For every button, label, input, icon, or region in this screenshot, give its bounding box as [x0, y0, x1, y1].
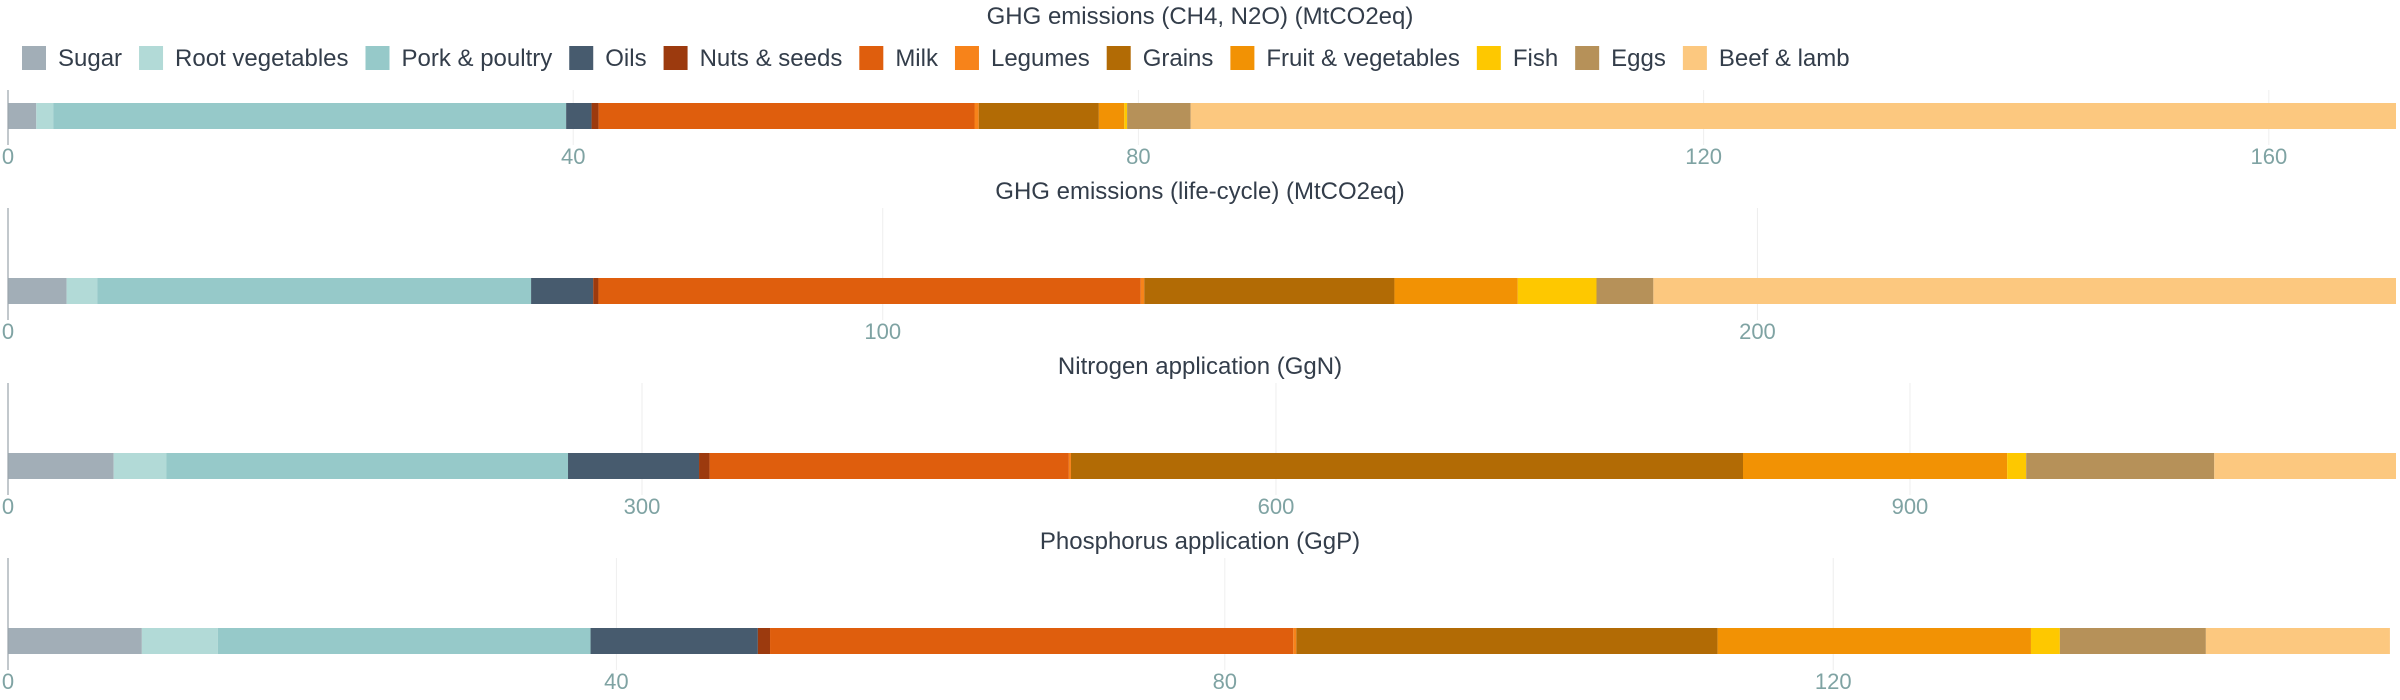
- bar-segment-nuts-and-seeds: [757, 628, 771, 654]
- bar-segment-grains: [978, 103, 1099, 129]
- bar-segment-oils: [566, 103, 592, 129]
- tick-label: 40: [604, 669, 628, 694]
- legend-swatch-beef-and-lamb: [1682, 46, 1707, 70]
- tick-label: 0: [2, 144, 14, 169]
- bar-segment-root-vegetables: [141, 628, 218, 654]
- bar-segment-sugar: [8, 628, 142, 654]
- bar-segment-legumes: [1140, 278, 1145, 304]
- bar-segment-eggs: [2026, 453, 2215, 479]
- legend-label-grains: Grains: [1143, 45, 1214, 72]
- legend-label-legumes: Legumes: [991, 45, 1090, 72]
- bar-segment-pork-and-poultry: [97, 278, 532, 304]
- bar-segment-nuts-and-seeds: [591, 103, 599, 129]
- bar-segment-legumes: [974, 103, 979, 129]
- tick-label: 80: [1213, 669, 1237, 694]
- bar-segment-fruit-and-vegetables: [1742, 453, 2008, 479]
- bar-segment-oils: [568, 453, 700, 479]
- bar-segment-oils: [531, 278, 594, 304]
- legend-label-root-vegetables: Root vegetables: [175, 45, 348, 72]
- tick-label: 600: [1258, 494, 1295, 519]
- bar-segment-nuts-and-seeds: [699, 453, 710, 479]
- bar-segment-fruit-and-vegetables: [1394, 278, 1518, 304]
- bar-segment-oils: [590, 628, 758, 654]
- tick-label: 900: [1892, 494, 1929, 519]
- legend: Sugar Root vegetables Pork & poultry Oils Nu…: [22, 45, 1850, 72]
- legend-label-nuts-and-seeds: Nuts & seeds: [700, 45, 843, 72]
- panel-title: Phosphorus application (GgP): [1040, 528, 1360, 555]
- bar-segment-legumes: [1068, 453, 1071, 479]
- legend-label-beef-and-lamb: Beef & lamb: [1719, 45, 1850, 72]
- bar-segment-root-vegetables: [113, 453, 167, 479]
- legend-label-fish: Fish: [1513, 45, 1558, 72]
- bar-segment-fish: [2007, 453, 2027, 479]
- panel-title: GHG emissions (life-cycle) (MtCO2eq): [995, 178, 1404, 205]
- legend-label-oils: Oils: [605, 45, 646, 72]
- bar-segment-root-vegetables: [66, 278, 98, 304]
- bar-segment-fish: [1124, 103, 1128, 129]
- legend-swatch-root-vegetables: [139, 46, 164, 70]
- bar-segment-fish: [2030, 628, 2060, 654]
- legend-swatch-pork-and-poultry: [365, 46, 390, 70]
- bar-segment-grains: [1296, 628, 1718, 654]
- legend-label-eggs: Eggs: [1611, 45, 1666, 72]
- tick-label: 160: [2250, 144, 2287, 169]
- bar-segment-eggs: [2059, 628, 2206, 654]
- legend-swatch-sugar: [22, 46, 46, 70]
- bar-segment-grains: [1144, 278, 1395, 304]
- panel-3: Nitrogen application (GgN) 0 300 600 900: [2, 353, 2396, 519]
- legend-swatch-oils: [569, 46, 594, 70]
- bar-segment-beef-and-lamb: [2214, 453, 2396, 479]
- bar-segment-nuts-and-seeds: [593, 278, 599, 304]
- bar-segment-fish: [1517, 278, 1597, 304]
- bar-segment-legumes: [1293, 628, 1297, 654]
- legend-swatch-eggs: [1575, 46, 1600, 70]
- legend-swatch-milk: [859, 46, 884, 70]
- bar-segment-root-vegetables: [36, 103, 54, 129]
- legend-swatch-fruit-and-vegetables: [1230, 46, 1255, 70]
- legend-label-fruit-and-vegetables: Fruit & vegetables: [1266, 45, 1459, 72]
- panel-title: Nitrogen application (GgN): [1058, 353, 1342, 380]
- bar-segment-milk: [598, 278, 1141, 304]
- bar-segment-milk: [770, 628, 1294, 654]
- bar-segment-sugar: [8, 453, 114, 479]
- bar-segment-pork-and-poultry: [166, 453, 569, 479]
- panel-1: GHG emissions (CH4, N2O) (MtCO2eq) 0 40 80 1…: [2, 3, 2396, 169]
- bar-segment-beef-and-lamb: [1653, 278, 2396, 304]
- bar-segment-beef-and-lamb: [1190, 103, 2396, 129]
- panel-4: Phosphorus application (GgP) 0 40 80 120: [2, 528, 2390, 694]
- tick-label: 300: [624, 494, 661, 519]
- bar-segment-sugar: [8, 278, 67, 304]
- bar-segment-milk: [598, 103, 975, 129]
- chart-panels: GHG emissions (CH4, N2O) (MtCO2eq) 0 40 80 1…: [2, 3, 2396, 694]
- bar-segment-fruit-and-vegetables: [1717, 628, 2031, 654]
- bar-segment-eggs: [1596, 278, 1654, 304]
- legend-swatch-legumes: [954, 46, 979, 70]
- bar-segment-fruit-and-vegetables: [1098, 103, 1125, 129]
- bar-segment-sugar: [8, 103, 37, 129]
- legend-swatch-fish: [1476, 46, 1501, 70]
- tick-label: 40: [561, 144, 585, 169]
- panel-title: GHG emissions (CH4, N2O) (MtCO2eq): [987, 3, 1414, 30]
- bar-segment-pork-and-poultry: [53, 103, 567, 129]
- tick-label: 200: [1739, 319, 1776, 344]
- legend-swatch-grains: [1106, 46, 1131, 70]
- bar-segment-beef-and-lamb: [2205, 628, 2390, 654]
- legend-swatch-nuts-and-seeds: [663, 46, 688, 70]
- tick-label: 80: [1126, 144, 1150, 169]
- legend-label-sugar: Sugar: [58, 45, 122, 72]
- bar-segment-pork-and-poultry: [217, 628, 591, 654]
- bar-segment-eggs: [1127, 103, 1191, 129]
- tick-label: 120: [1685, 144, 1722, 169]
- tick-label: 0: [2, 494, 14, 519]
- tick-label: 100: [864, 319, 901, 344]
- legend-label-pork-and-poultry: Pork & poultry: [402, 45, 553, 72]
- tick-label: 120: [1815, 669, 1852, 694]
- bar-segment-milk: [709, 453, 1069, 479]
- panel-2: GHG emissions (life-cycle) (MtCO2eq) 0 100…: [2, 178, 2396, 344]
- legend-label-milk: Milk: [895, 45, 939, 72]
- tick-label: 0: [2, 319, 14, 344]
- bar-segment-grains: [1070, 453, 1743, 479]
- tick-label: 0: [2, 669, 14, 694]
